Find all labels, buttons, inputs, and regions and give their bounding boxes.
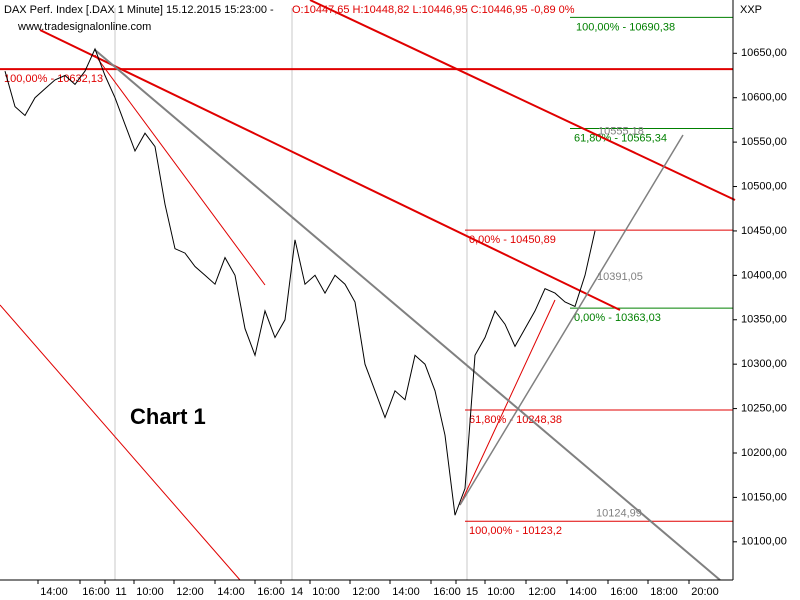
x-tick-label: 16:00 [257, 586, 285, 598]
y-tick-label: 10650,00 [741, 47, 787, 59]
y-tick-label: 10250,00 [741, 402, 787, 414]
annotation: 10555,18 [598, 125, 644, 137]
day-separators [114, 8, 468, 580]
x-tick-label: 12:00 [176, 586, 204, 598]
x-tick-label: 10:00 [487, 586, 515, 598]
x-tick-label: 18:00 [650, 586, 678, 598]
x-tick-label: 14:00 [40, 586, 68, 598]
y-tick-label: 10350,00 [741, 314, 787, 326]
trend-line [459, 299, 556, 506]
symbol: XXP [740, 4, 762, 16]
annotation: 10124,99 [596, 508, 642, 520]
x-tick-label: 20:00 [691, 586, 719, 598]
x-tick-label: 15 [466, 586, 478, 598]
x-tick-label: 10:00 [136, 586, 164, 598]
y-tick-label: 10400,00 [741, 269, 787, 281]
header-source: www.tradesignalonline.com [17, 21, 151, 33]
y-tick-label: 10150,00 [741, 491, 787, 503]
x-tick-label: 14 [291, 586, 303, 598]
x-tick-label: 10:00 [312, 586, 340, 598]
level-label: 100,00% - 10690,38 [576, 21, 675, 33]
x-tick-label: 14:00 [392, 586, 420, 598]
x-tick-label: 12:00 [528, 586, 556, 598]
level-label: 0,00% - 10450,89 [469, 234, 556, 246]
level-label: 0,00% - 10363,03 [574, 312, 661, 324]
plot [4, 47, 596, 516]
y-tick-label: 10450,00 [741, 225, 787, 237]
header-quote: O:10447,65 H:10448,82 L:10446,95 C:10446… [292, 4, 575, 16]
trend-line [39, 29, 621, 311]
trend-lines [0, 0, 736, 581]
level-label: 61,80% - 10248,38 [469, 414, 562, 426]
y-tick-label: 10200,00 [741, 447, 787, 459]
y-tick-label: 10100,00 [741, 536, 787, 548]
y-tick-label: 10550,00 [741, 136, 787, 148]
chart-label: Chart 1 [130, 404, 206, 429]
level-label: 100,00% - 10123,2 [469, 525, 562, 537]
level-label: 100,00% - 10632,13 [4, 73, 103, 85]
header-title: DAX Perf. Index [.DAX 1 Minute] 15.12.20… [4, 4, 274, 16]
price-line [4, 47, 596, 516]
x-tick-label: 14:00 [217, 586, 245, 598]
annotation: 10391,05 [597, 271, 643, 283]
trend-line [94, 54, 266, 286]
x-tick-label: 16:00 [433, 586, 461, 598]
x-tick-label: 11 [115, 586, 126, 598]
trend-line [459, 134, 684, 506]
x-tick-label: 16:00 [82, 586, 110, 598]
trend-line [0, 304, 241, 581]
x-tick-label: 16:00 [610, 586, 638, 598]
y-tick-label: 10500,00 [741, 180, 787, 192]
y-tick-label: 10600,00 [741, 92, 787, 104]
trend-line [94, 49, 721, 581]
x-tick-label: 12:00 [352, 586, 380, 598]
y-tick-label: 10300,00 [741, 358, 787, 370]
x-tick-label: 14:00 [569, 586, 597, 598]
